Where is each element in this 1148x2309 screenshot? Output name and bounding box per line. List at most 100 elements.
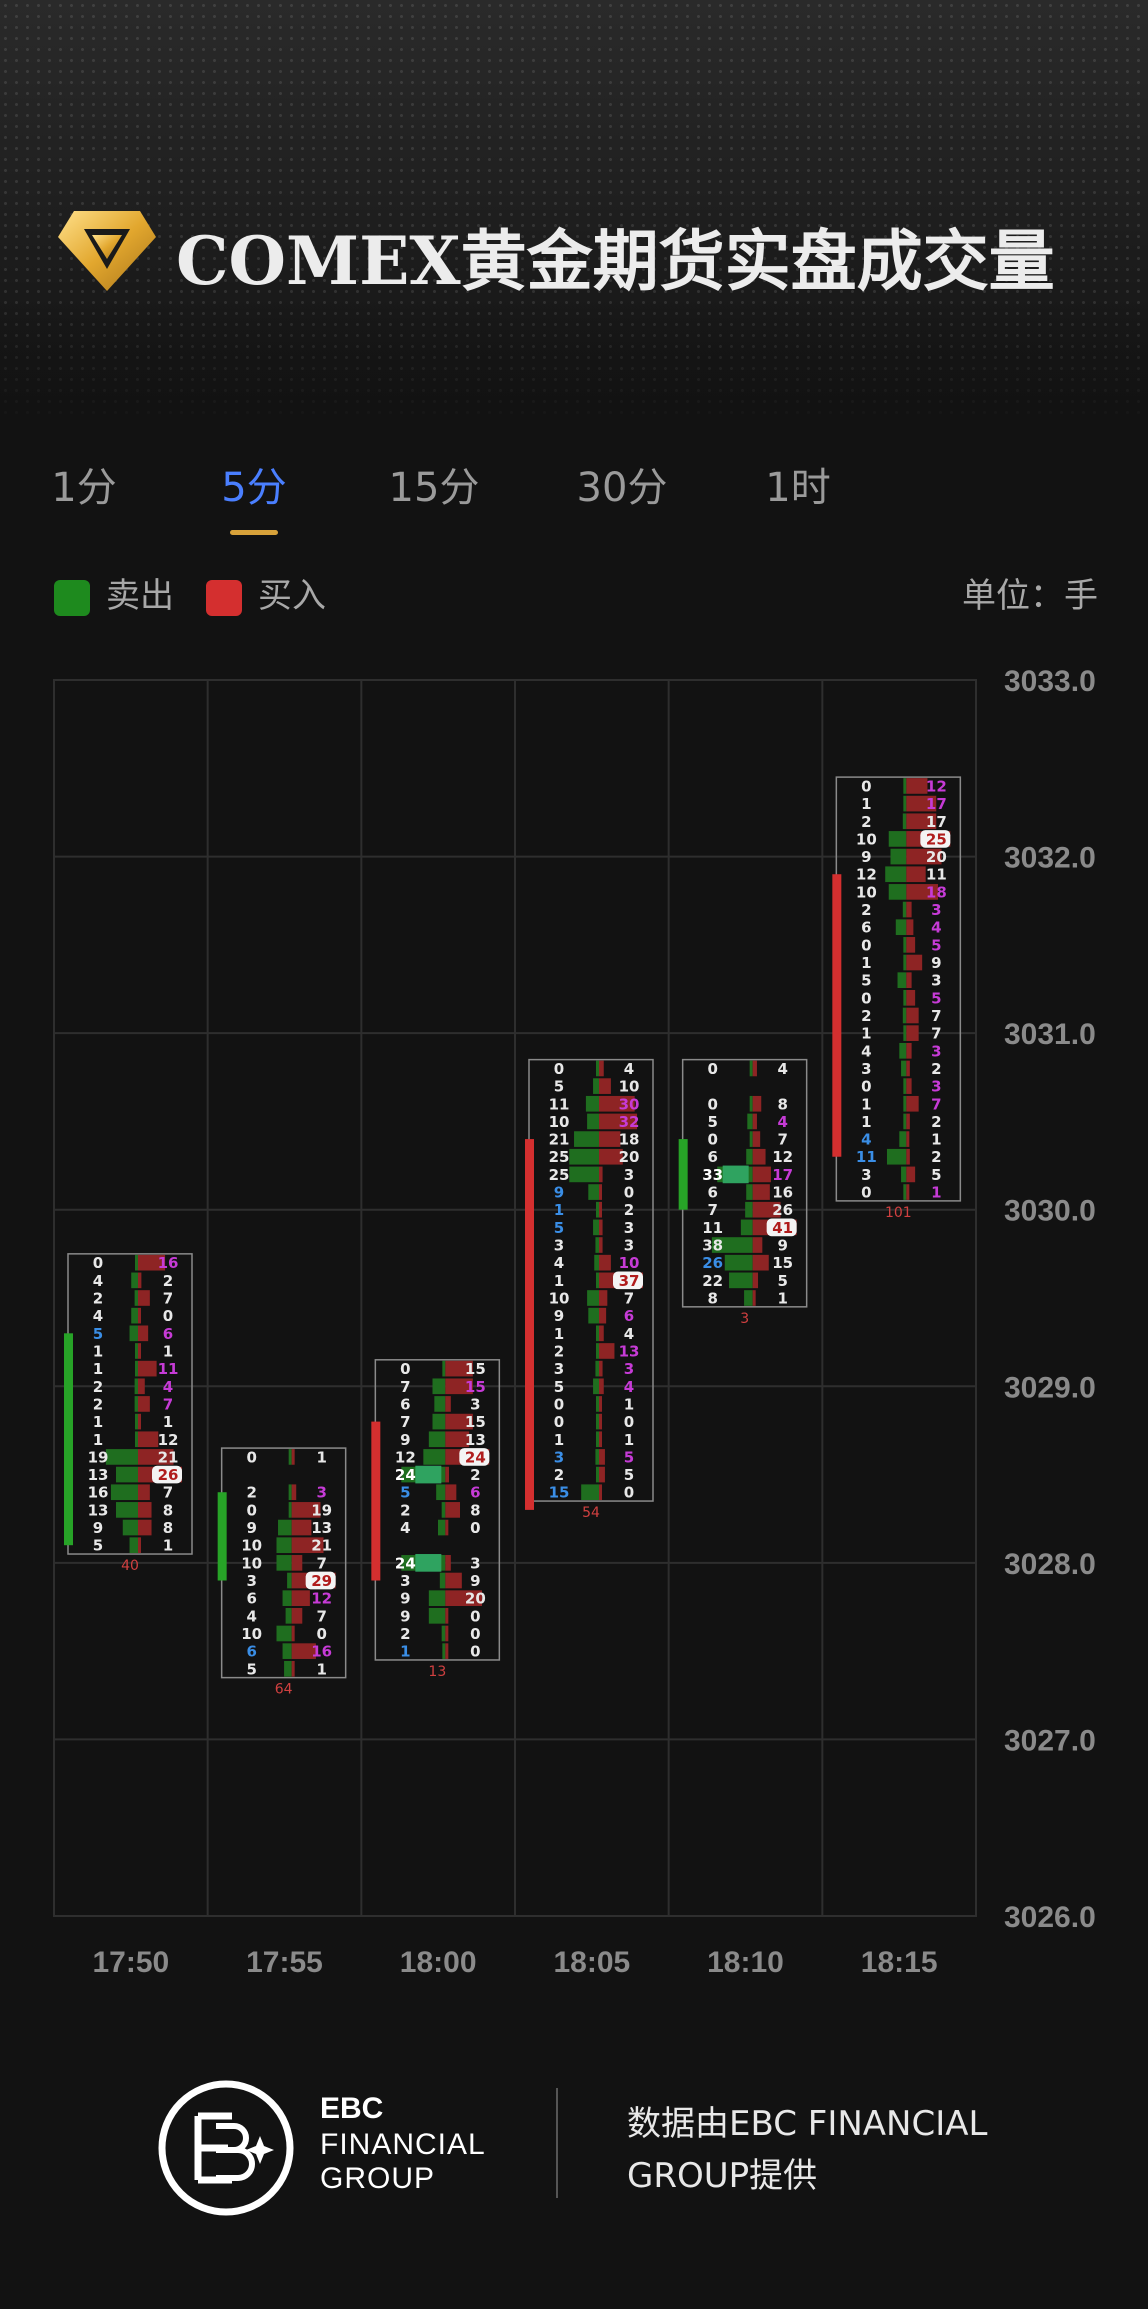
buy-volume-label: 7 (163, 1290, 173, 1308)
buy-volume-label: 0 (316, 1625, 326, 1643)
sell-volume-bar (903, 1078, 907, 1094)
sell-volume-bar (441, 1502, 446, 1518)
x-tick-label: 17:50 (92, 1946, 169, 1979)
sell-volume-bar (116, 1466, 138, 1483)
sell-volume-bar (276, 1537, 292, 1554)
sell-volume-label: 3 (246, 1572, 256, 1590)
buy-volume-label: 6 (163, 1325, 173, 1343)
buy-volume-bar (291, 1519, 312, 1536)
data-source-line1: 数据由EBC FINANCIAL (627, 2104, 988, 2144)
sell-volume-label: 3 (861, 1060, 871, 1078)
sell-volume-label: 4 (554, 1254, 564, 1272)
buy-volume-bar (599, 1254, 611, 1271)
buy-volume-label: 5 (931, 1166, 941, 1184)
sell-volume-bar (746, 1184, 753, 1200)
buy-volume-label: 11 (926, 866, 947, 884)
sell-volume-bar (278, 1519, 292, 1536)
buy-volume-bar (445, 1572, 462, 1589)
sell-volume-bar (428, 1431, 446, 1448)
sell-volume-label: 10 (549, 1290, 570, 1308)
sell-volume-bar (729, 1272, 753, 1289)
sell-volume-label: 5 (554, 1378, 564, 1396)
sell-volume-label: 5 (93, 1537, 103, 1555)
buy-volume-label: 15 (465, 1360, 486, 1378)
buy-volume-bar (906, 795, 937, 812)
sell-volume-bar (588, 1307, 599, 1324)
sell-volume-bar (711, 1237, 753, 1253)
sell-volume-bar (596, 1413, 599, 1430)
sell-volume-bar (901, 1166, 907, 1183)
sell-volume-bar (749, 1131, 753, 1147)
sell-volume-label: 0 (246, 1448, 256, 1466)
sell-volume-bar (596, 1396, 599, 1412)
sell-volume-bar (135, 1431, 138, 1448)
buy-volume-bar (599, 1378, 604, 1395)
sell-volume-label: 7 (707, 1201, 717, 1219)
y-tick-label: 3032.0 (1004, 842, 1096, 875)
buy-volume-label: 1 (931, 1184, 941, 1202)
sell-volume-bar (596, 1431, 599, 1448)
sell-volume-bar (287, 1572, 292, 1589)
candle-body (678, 1139, 688, 1210)
sell-volume-bar (438, 1519, 446, 1536)
sell-volume-label: 9 (93, 1519, 103, 1537)
y-tick-label: 3031.0 (1004, 1018, 1096, 1051)
buy-volume-bar (291, 1502, 321, 1518)
tab-30min[interactable]: 30分 (576, 465, 668, 511)
sell-volume-label: 9 (400, 1607, 410, 1625)
buy-volume-bar (906, 1042, 912, 1059)
sell-volume-label: 9 (554, 1184, 564, 1202)
buy-volume-label: 29 (311, 1572, 332, 1590)
buy-volume-bar (445, 1519, 449, 1536)
sell-volume-bar (899, 1131, 907, 1147)
tab-1hour[interactable]: 1时 (765, 465, 831, 511)
buy-volume-bar (445, 1466, 449, 1483)
sell-volume-label: 1 (861, 1095, 871, 1113)
tab-5min[interactable]: 5分 (221, 465, 287, 511)
buy-volume-label: 1 (316, 1448, 326, 1466)
sell-swatch (54, 579, 90, 616)
sell-volume-label: 1 (861, 954, 871, 972)
sell-volume-bar (899, 1042, 907, 1059)
sell-volume-bar (903, 937, 907, 953)
buy-volume-label: 5 (624, 1448, 634, 1466)
buy-volume-bar (138, 1360, 157, 1377)
sell-volume-bar (432, 1413, 446, 1430)
buy-volume-label: 15 (772, 1254, 793, 1272)
candle-delta-label: 3 (740, 1311, 749, 1327)
sell-volume-bar (903, 1184, 907, 1200)
buy-volume-bar (291, 1625, 295, 1642)
sell-volume-bar (288, 1484, 292, 1501)
sell-volume-bar (747, 1113, 753, 1130)
buy-volume-label: 3 (624, 1360, 634, 1378)
sell-volume-label: 10 (241, 1554, 262, 1572)
sell-volume-bar (594, 1254, 599, 1271)
sell-volume-label: 0 (554, 1413, 564, 1431)
buy-volume-label: 9 (470, 1572, 480, 1590)
buy-volume-label: 20 (619, 1148, 640, 1166)
sell-volume-label: 0 (554, 1060, 564, 1078)
y-tick-label: 3027.0 (1004, 1724, 1096, 1757)
buy-volume-label: 1 (163, 1537, 173, 1555)
buy-volume-bar (906, 937, 916, 953)
header-fade (0, 300, 1148, 440)
buy-volume-bar (599, 1095, 635, 1112)
sell-volume-label: 9 (861, 848, 871, 866)
tab-15min[interactable]: 15分 (388, 465, 480, 511)
tab-1min[interactable]: 1分 (51, 465, 117, 511)
sell-volume-bar (593, 1078, 599, 1094)
buy-volume-label: 7 (624, 1290, 634, 1308)
buy-volume-bar (138, 1254, 166, 1271)
sell-volume-label: 2 (861, 1007, 871, 1025)
buy-volume-bar (599, 1113, 638, 1130)
sell-volume-label: 4 (93, 1307, 103, 1325)
buy-volume-label: 20 (465, 1590, 486, 1608)
buy-volume-label: 26 (158, 1466, 179, 1484)
buy-volume-label: 1 (163, 1342, 173, 1360)
sell-volume-bar (134, 1396, 138, 1412)
buy-volume-bar (599, 1431, 602, 1448)
sell-volume-bar (596, 1201, 599, 1218)
buy-volume-bar (906, 778, 928, 794)
buy-volume-label: 5 (931, 936, 941, 954)
sell-volume-bar (897, 972, 907, 988)
